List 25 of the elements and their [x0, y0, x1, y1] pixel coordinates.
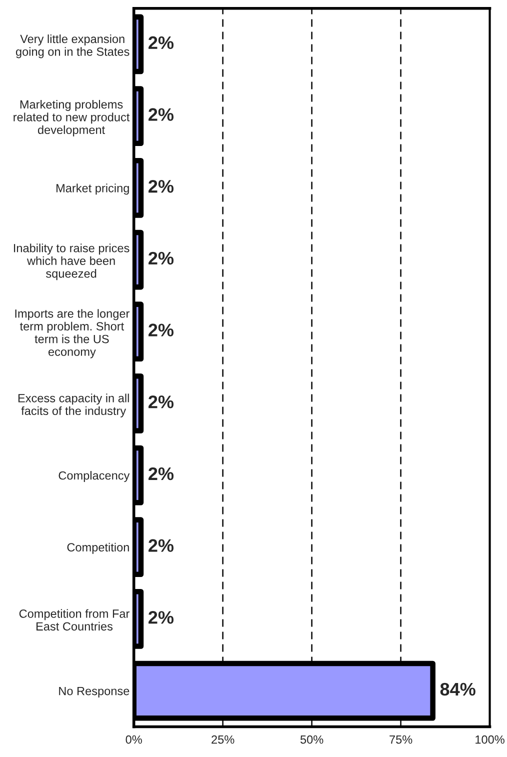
data-label: 2%: [148, 36, 174, 50]
y-tick-label: Very little expansion going on in the States: [16, 34, 130, 58]
data-label: 2%: [148, 180, 174, 193]
y-tick-label: Imports are the longer term problem. Short term is the US economy: [15, 309, 130, 358]
x-tick-label: 50%: [300, 735, 324, 744]
data-label: 2%: [148, 324, 174, 336]
y-tick-label: Competition: [67, 542, 129, 554]
y-tick-label: Marketing problems related to new product development: [14, 100, 130, 136]
data-label: 2%: [148, 396, 174, 408]
y-tick-label: No Response: [59, 686, 130, 698]
data-label: 2%: [148, 108, 174, 121]
data-label: 2%: [148, 467, 174, 480]
y-tick-label: Inability to raise prices which have been squeezed: [14, 244, 130, 280]
x-tick-label: 0%: [126, 735, 142, 744]
y-tick-label: Complacency: [58, 471, 130, 482]
x-tick-label: 100%: [476, 735, 504, 744]
y-tick-label: Competition from Far East Countries: [19, 609, 130, 631]
data-label: 84%: [440, 682, 476, 696]
data-label: 2%: [148, 539, 174, 552]
data-label: 2%: [148, 252, 174, 265]
x-tick-label: 75%: [390, 735, 412, 744]
data-label: 2%: [148, 611, 174, 624]
x-tick-label: 25%: [212, 735, 234, 744]
y-tick-label: Excess capacity in all facits of the industry: [18, 394, 129, 418]
y-tick-label: Market pricing: [56, 184, 129, 195]
